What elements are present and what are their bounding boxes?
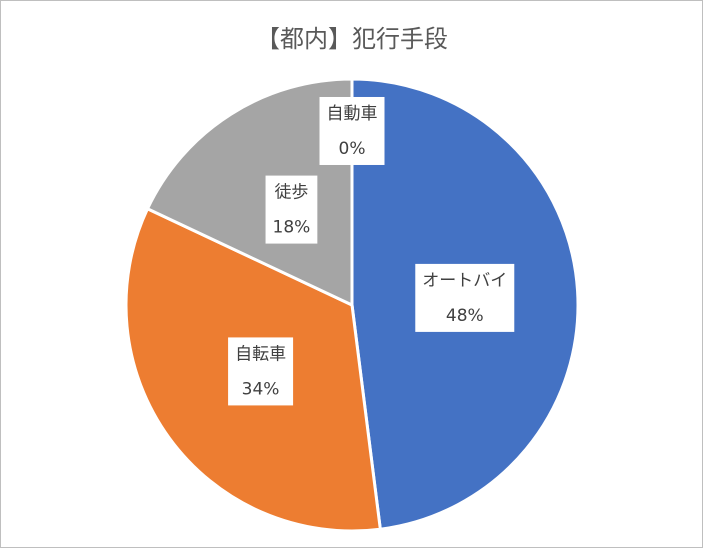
data-label-box <box>265 175 318 244</box>
pie-slice <box>145 77 354 308</box>
data-label-value: 18% <box>273 218 311 238</box>
data-label-value: 34% <box>242 379 280 399</box>
chart-title: 【都内】犯行手段 <box>256 25 448 53</box>
data-label-name: 自動車 <box>327 104 378 124</box>
data-label-name: 自転車 <box>235 344 286 364</box>
data-label-box <box>228 337 294 406</box>
data-label-box <box>319 96 385 165</box>
data-label-value: 0% <box>339 139 366 159</box>
data-label-box <box>415 263 515 332</box>
data-label-name: オートバイ <box>422 271 507 291</box>
data-label-value: 48% <box>446 306 484 326</box>
data-label-name: 徒歩 <box>274 183 308 203</box>
